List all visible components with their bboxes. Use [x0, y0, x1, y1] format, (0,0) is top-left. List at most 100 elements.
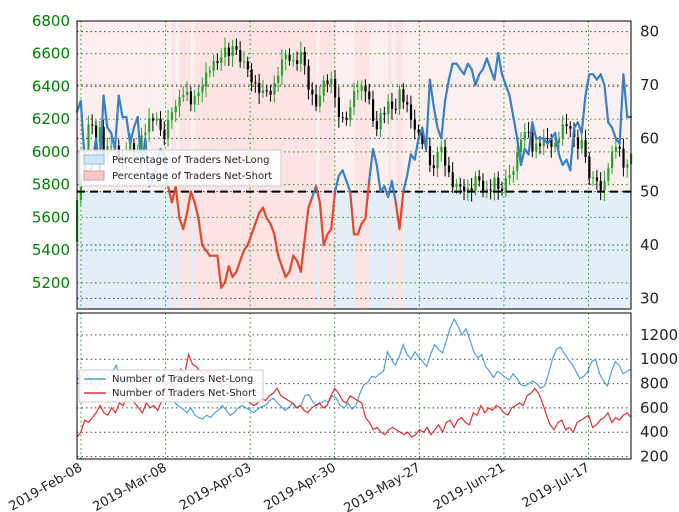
net-long-shade-upper	[410, 21, 416, 192]
price-candle-body	[432, 165, 435, 169]
net-short-shade	[395, 21, 401, 309]
price-candle-body	[421, 132, 424, 145]
net-long-shade-upper	[126, 21, 131, 192]
net-short-shade	[319, 21, 325, 309]
net-long-shade	[600, 191, 606, 309]
price-candle-body	[349, 107, 352, 120]
price-candle-body	[611, 151, 614, 169]
net-long-shade	[316, 191, 321, 309]
price-candle-body	[584, 139, 587, 158]
net-long-shade-upper	[532, 21, 537, 192]
legend-label-net-long-count: Number of Traders Net-Long	[112, 374, 253, 385]
count-axis-tick-label: 1000	[640, 350, 678, 368]
price-candle-body	[303, 51, 306, 66]
pct-net-long-segment	[428, 78, 435, 108]
pct-net-long-segment	[462, 62, 469, 76]
net-long-shade-upper	[501, 21, 507, 192]
pct-net-long-segment	[474, 73, 481, 87]
right-axis-tick-label: 30	[640, 289, 659, 307]
price-candle-body	[466, 188, 470, 192]
pct-net-long-segment	[250, 222, 257, 236]
net-long-shade-upper	[380, 21, 385, 192]
net-long-shade	[577, 191, 583, 309]
price-candle-body	[626, 164, 629, 168]
price-candle-body	[277, 75, 280, 83]
legend-layer: Percentage of Traders Net-Long Percentag…	[78, 149, 282, 403]
net-long-shade-upper	[175, 21, 181, 192]
price-candle-body	[159, 118, 162, 131]
price-candle-body	[144, 132, 147, 136]
pct-net-long-segment	[569, 126, 576, 172]
net-short-shade	[357, 21, 363, 309]
net-long-shade-upper	[498, 21, 503, 192]
pct-net-long-segment	[364, 179, 371, 220]
pct-net-long-segment	[193, 201, 200, 220]
price-candle-body	[569, 126, 572, 129]
net-long-shade	[137, 191, 143, 309]
price-candle-body	[428, 146, 432, 166]
price-candle-body	[493, 177, 496, 191]
net-long-shade-upper	[92, 21, 97, 192]
price-candle-body	[550, 138, 553, 147]
net-short-shade	[327, 21, 332, 309]
price-candle-body	[485, 189, 489, 191]
pct-net-long-segment	[512, 115, 519, 140]
net-long-shade-upper	[88, 21, 93, 192]
price-candle-body	[212, 61, 215, 71]
price-candle-body	[132, 143, 136, 153]
net-long-shade-upper	[627, 21, 632, 192]
price-candle-body	[223, 47, 227, 58]
pct-net-long-segment	[557, 153, 564, 167]
price-candle-body	[368, 91, 371, 100]
net-long-shade	[338, 191, 344, 309]
net-long-shade	[141, 191, 146, 309]
net-long-shade	[479, 191, 484, 309]
net-short-shade	[312, 21, 317, 309]
net-short-shade	[354, 21, 359, 309]
net-long-shade	[429, 191, 435, 309]
legend-label-net-short-pct: Percentage of Traders Net-Short	[112, 171, 272, 182]
price-candle-body	[299, 51, 303, 64]
net-long-shade	[433, 191, 439, 309]
net-long-shade-upper	[543, 21, 549, 192]
pct-net-long-segment	[413, 137, 420, 161]
price-candle-body	[603, 180, 606, 191]
net-long-shade-upper	[513, 21, 518, 192]
count-axis-tick-label: 400	[640, 423, 669, 441]
net-long-shade	[562, 191, 568, 309]
net-long-shade-upper	[539, 21, 545, 192]
count-axis-tick-label: 200	[640, 448, 669, 466]
net-long-shade-upper	[589, 21, 594, 192]
price-candle-body	[595, 177, 599, 181]
pct-net-long-segment	[239, 249, 246, 263]
net-long-shade-upper	[596, 21, 602, 192]
price-candle-body	[459, 183, 462, 187]
net-short-shade	[308, 21, 313, 309]
price-candle-body	[193, 96, 196, 105]
net-long-shade-upper	[593, 21, 598, 192]
pct-net-long-segment	[485, 57, 492, 71]
pct-net-long-segment	[531, 121, 538, 140]
price-candle-body	[110, 146, 113, 148]
price-candle-body	[409, 104, 413, 120]
price-candle-body	[554, 143, 557, 147]
pct-net-long-segment	[599, 73, 606, 87]
net-long-shade-upper	[168, 21, 173, 192]
right-axis-tick-label: 60	[640, 129, 659, 147]
pct-net-long-segment	[603, 83, 610, 124]
net-long-shade-upper	[517, 21, 522, 192]
date-tick-label: 2019-Apr-03	[177, 460, 254, 512]
price-candle-body	[512, 171, 515, 176]
pct-net-long-segment	[216, 254, 223, 289]
left-axis-tick-label: 6200	[32, 110, 70, 128]
price-candle-body	[148, 118, 151, 133]
pct-net-long-segment	[622, 73, 629, 119]
price-candle-body	[379, 112, 382, 130]
pct-net-long-segment	[299, 238, 306, 273]
net-long-shade-upper	[384, 21, 389, 192]
net-long-shade-upper	[350, 21, 355, 192]
count-axis-tick-label: 1200	[640, 326, 678, 344]
price-candle-body	[531, 132, 534, 152]
net-long-shade-upper	[483, 21, 488, 192]
price-candle-body	[516, 152, 519, 172]
